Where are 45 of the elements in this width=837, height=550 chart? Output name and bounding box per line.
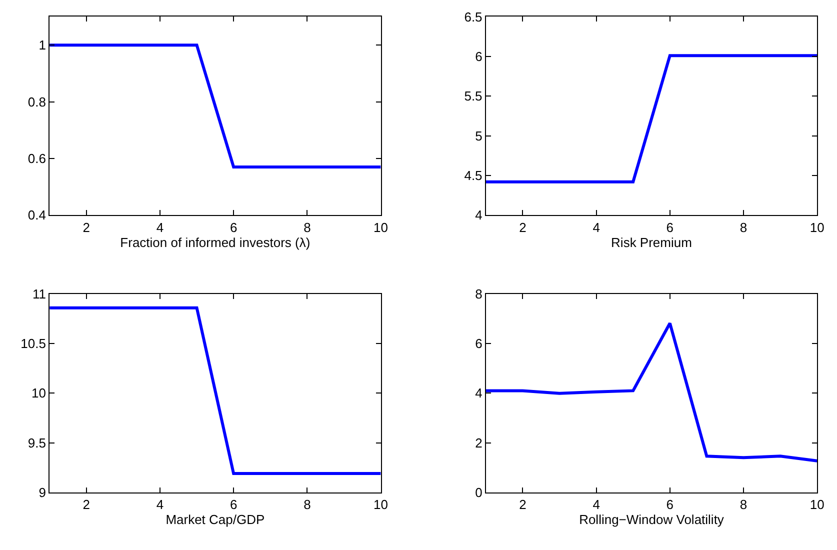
x-tick-label: 4 bbox=[592, 496, 600, 512]
x-tick-label: 4 bbox=[156, 496, 164, 512]
x-tick-label: 2 bbox=[519, 496, 526, 512]
x-tick-label: 4 bbox=[592, 220, 600, 235]
x-tick-label: 10 bbox=[810, 496, 824, 512]
x-tick-label: 10 bbox=[374, 220, 388, 235]
x-axis-title: Rolling−Window Volatility bbox=[579, 512, 724, 527]
x-tick-label: 8 bbox=[304, 496, 311, 512]
y-tick-label: 4 bbox=[475, 386, 482, 401]
x-tick-label: 6 bbox=[666, 220, 674, 235]
x-tick-label: 4 bbox=[156, 220, 164, 235]
y-tick-label: 0.4 bbox=[28, 208, 46, 223]
y-tick-label: 9.5 bbox=[28, 435, 46, 450]
y-tick-label: 2 bbox=[475, 435, 482, 450]
y-tick-label: 0.8 bbox=[28, 94, 46, 110]
y-tick-label: 0 bbox=[475, 484, 482, 500]
x-tick-label: 8 bbox=[304, 220, 311, 235]
y-tick-label: 6.5 bbox=[464, 9, 482, 24]
y-tick-label: 0.6 bbox=[28, 151, 46, 166]
y-tick-label: 6 bbox=[475, 336, 482, 352]
y-tick-label: 8 bbox=[475, 286, 482, 302]
x-axis-title: Risk Premium bbox=[611, 234, 692, 250]
y-tick-label: 5 bbox=[475, 128, 482, 144]
x-axis-title: Fraction of informed investors (λ) bbox=[120, 234, 310, 250]
y-tick-label: 6 bbox=[475, 48, 482, 64]
x-tick-label: 6 bbox=[230, 496, 238, 512]
x-tick-label: 6 bbox=[230, 220, 238, 235]
y-tick-label: 9 bbox=[38, 484, 46, 500]
y-tick-label: 4 bbox=[475, 208, 482, 223]
x-tick-label: 6 bbox=[666, 496, 674, 512]
x-tick-label: 8 bbox=[740, 220, 748, 235]
y-tick-label: 4.5 bbox=[464, 168, 482, 184]
x-tick-label: 2 bbox=[82, 496, 90, 512]
line-series bbox=[486, 322, 818, 462]
x-tick-label: 8 bbox=[740, 496, 748, 512]
x-tick-label: 10 bbox=[374, 496, 388, 512]
y-tick-label: 11 bbox=[32, 286, 46, 302]
x-tick-label: 2 bbox=[82, 220, 90, 235]
x-tick-label: 2 bbox=[519, 220, 526, 235]
y-tick-label: 5.5 bbox=[464, 88, 482, 104]
y-tick-label: 1 bbox=[38, 38, 46, 53]
x-axis-title: Market Cap/GDP bbox=[166, 512, 265, 527]
x-tick-label: 10 bbox=[810, 220, 824, 235]
y-tick-label: 10 bbox=[32, 386, 46, 401]
y-tick-label: 10.5 bbox=[20, 336, 46, 352]
